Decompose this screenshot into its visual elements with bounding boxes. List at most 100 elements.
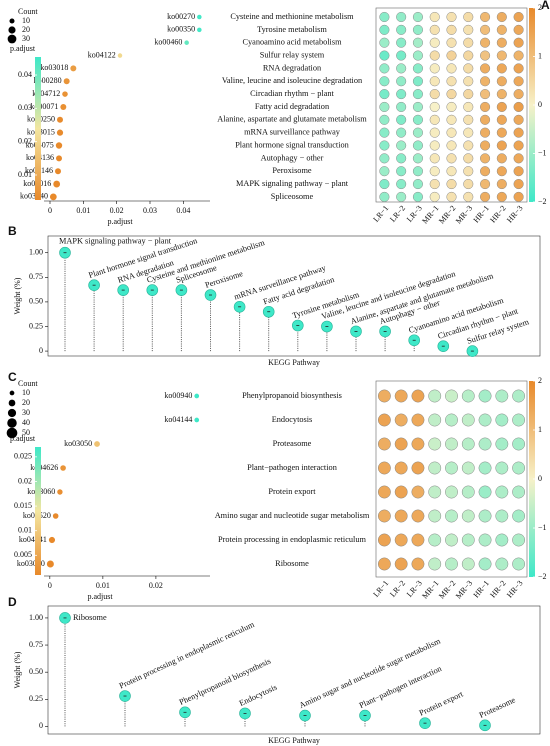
point (56, 129, 64, 136)
heat-cell (429, 76, 440, 87)
heat-cell (411, 557, 425, 571)
size-legend-key (6, 427, 18, 439)
point-label: ko03050 (64, 439, 92, 448)
heat-cell (446, 191, 457, 202)
heat-cell (513, 63, 524, 74)
y-axis-label: Weight (%) (13, 651, 22, 688)
column-label: MR−1 (420, 579, 440, 601)
heat-cell (379, 76, 390, 87)
heat-cell (513, 127, 524, 138)
heat-cell (379, 37, 390, 48)
heat-cell (379, 127, 390, 138)
heat-cell (512, 389, 526, 403)
heat-cell (412, 76, 423, 87)
y-tick-label: 1.00 (29, 248, 43, 257)
heat-cell (463, 179, 474, 190)
pathway-label: RNA degradation (263, 63, 322, 72)
heat-cell (445, 557, 458, 571)
heat-cell (513, 166, 524, 177)
panel-label: C (8, 370, 17, 384)
heat-cell (429, 114, 440, 125)
y-tick-label: 0.75 (29, 640, 43, 649)
heat-cell (429, 24, 440, 35)
heat-cell (496, 166, 507, 177)
heat-cell (396, 50, 407, 61)
heat-cell (396, 153, 407, 164)
heat-cell (412, 114, 423, 125)
x-tick-label: 0.04 (176, 206, 190, 215)
point-label: ko04712 (32, 89, 60, 98)
heat-cell (461, 509, 475, 523)
category-label: Ribosome (73, 613, 107, 622)
point (52, 513, 59, 519)
heat-cell (495, 389, 509, 403)
y-tick-label: 0.50 (29, 667, 43, 676)
heat-cell (513, 76, 524, 87)
heat-cell (412, 101, 423, 112)
colorbar-tick-label: −2 (538, 197, 547, 206)
heat-cell (394, 509, 408, 523)
heat-cell (377, 389, 391, 403)
heat-cell (429, 11, 440, 23)
heat-cell (394, 389, 408, 403)
heat-cell (412, 179, 423, 190)
heat-cell (396, 127, 407, 138)
y-tick-label: 0.25 (29, 694, 43, 703)
y-tick-label: 0.75 (29, 272, 43, 281)
heat-cell (480, 11, 491, 23)
heat-cell (513, 89, 524, 100)
heat-cell (480, 76, 491, 87)
heat-cell (412, 140, 423, 151)
column-label: LR−1 (371, 204, 390, 224)
point (197, 27, 202, 33)
heat-cell (377, 557, 391, 571)
heat-cell (480, 89, 491, 100)
heat-cell (429, 140, 440, 151)
point (197, 14, 202, 20)
heat-cell (461, 557, 475, 571)
heat-cell (512, 533, 526, 547)
colorbar-tick-label: 0.01 (18, 170, 32, 179)
heat-cell (445, 389, 458, 403)
point-label: ko03010 (17, 559, 45, 568)
pathway-label: mRNA surveillance pathway (244, 128, 341, 137)
size-legend-label: 10 (22, 16, 30, 25)
heat-cell (377, 509, 391, 523)
heat-cell (377, 437, 391, 451)
heat-cell (394, 485, 408, 499)
column-label: HR−1 (471, 579, 491, 600)
heat-cell (463, 191, 474, 202)
heat-cell (461, 533, 475, 547)
point-label: ko00350 (167, 25, 195, 34)
heat-cell (411, 533, 425, 547)
heat-cell (429, 89, 440, 100)
x-axis-label: KEGG Pathway (268, 736, 320, 745)
pathway-label: Cysteine and methionine metabolism (230, 12, 354, 21)
heat-cell (496, 101, 507, 112)
point (60, 103, 67, 110)
heat-cell (429, 101, 440, 112)
heat-cell (445, 485, 458, 499)
heat-cell (396, 114, 407, 125)
heat-cell (495, 413, 509, 427)
heat-cell (428, 461, 442, 475)
heat-cell (463, 76, 474, 87)
pathway-label: Valine, leucine and isoleucine degradati… (222, 76, 363, 85)
heat-cell (513, 179, 524, 190)
heat-cell (379, 140, 390, 151)
heat-cell (496, 179, 507, 190)
heat-cell (496, 191, 507, 202)
plot-frame (47, 235, 541, 357)
heat-cell (512, 557, 526, 571)
heat-cell (412, 166, 423, 177)
heat-cell (445, 509, 458, 523)
y-tick-label: 0.50 (29, 297, 43, 306)
heat-cell (429, 153, 440, 164)
pathway-label: Endocytosis (272, 415, 313, 424)
column-label: HR−2 (488, 204, 508, 225)
column-label: LR−2 (388, 579, 407, 599)
heat-cell (446, 114, 457, 125)
heat-cell (379, 89, 390, 100)
heat-cell (513, 114, 524, 125)
heat-cell (480, 101, 491, 112)
